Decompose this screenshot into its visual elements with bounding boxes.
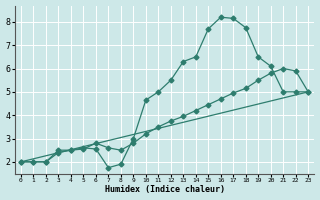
X-axis label: Humidex (Indice chaleur): Humidex (Indice chaleur) [105,185,225,194]
